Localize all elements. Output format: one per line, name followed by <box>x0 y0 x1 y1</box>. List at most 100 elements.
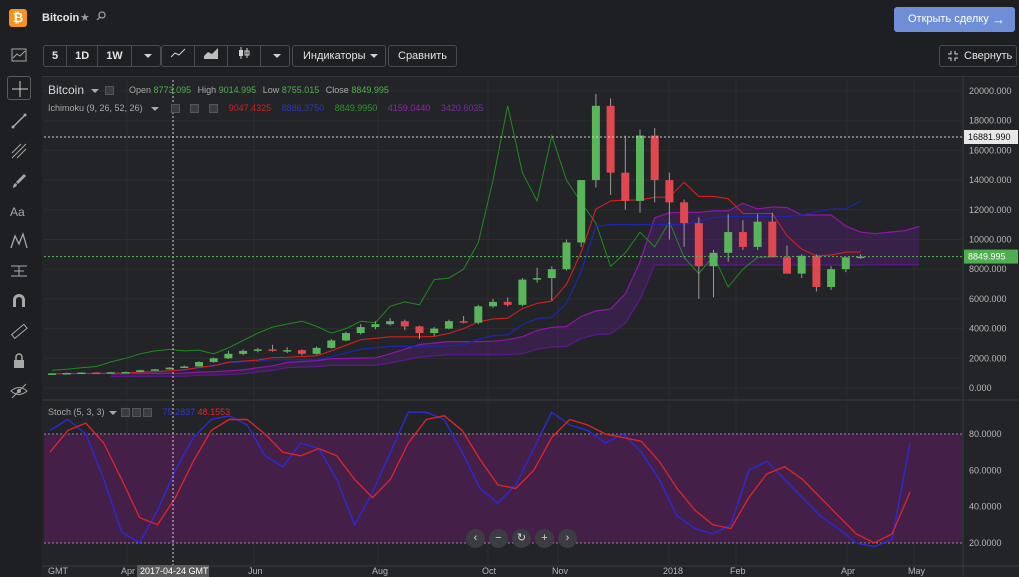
ichimoku-tenkan-line <box>51 181 861 375</box>
time-tick-label: Apr <box>841 566 855 576</box>
candle-body <box>709 252 718 267</box>
ichimoku-settings-icon[interactable] <box>190 104 200 114</box>
stoch-close-icon[interactable] <box>143 408 153 418</box>
candle-body <box>224 353 233 359</box>
hide-drawings-icon[interactable] <box>7 379 31 403</box>
candle <box>342 331 350 342</box>
chart-area[interactable]: 20000.000 18000.000 16000.000 14000.000 1200… <box>42 76 1019 577</box>
ruler-icon[interactable] <box>7 319 31 343</box>
interval-dropdown[interactable] <box>132 46 160 66</box>
stoch-tick-label: 20.0000 <box>969 538 1002 548</box>
chevron-down-icon <box>150 106 159 111</box>
measure-tool-icon[interactable] <box>7 259 31 283</box>
trend-line-icon[interactable] <box>7 109 31 133</box>
indicators-label: Индикаторы <box>303 50 366 62</box>
fork-tool-icon[interactable] <box>7 139 31 163</box>
candle <box>694 217 703 299</box>
crosshair-icon[interactable] <box>7 76 31 100</box>
candle-body <box>253 349 262 351</box>
stoch-legend[interactable]: Stoch (5, 3, 3) 75.2837 48.1553 <box>48 407 231 418</box>
open-value: 8773.095 <box>153 85 192 95</box>
candle <box>650 128 659 203</box>
stoch-k-line <box>49 411 911 548</box>
price-chart[interactable]: 20000.000 18000.000 16000.000 14000.000 1200… <box>42 77 1019 577</box>
line-style-button[interactable] <box>162 46 195 66</box>
candle-body <box>783 257 791 274</box>
open-deal-button[interactable]: Открыть сделку → <box>894 7 1015 32</box>
chevron-down-icon <box>273 54 281 59</box>
candle <box>77 372 86 375</box>
candle-body <box>386 321 395 325</box>
chikou-value: 8849.9950 <box>334 103 378 113</box>
candle-body <box>283 350 292 352</box>
magnet-icon[interactable] <box>7 289 31 313</box>
candle-body <box>650 135 659 181</box>
legend-settings-icon[interactable] <box>104 86 114 96</box>
chevron-down-icon <box>143 54 152 59</box>
candlestick-icon <box>239 47 250 59</box>
candle <box>533 267 542 283</box>
candle-body <box>724 232 733 253</box>
collapse-button[interactable]: Свернуть <box>939 45 1017 67</box>
stoch-visibility-icon[interactable] <box>121 408 131 418</box>
candle-style-button[interactable] <box>228 46 261 66</box>
reset-chart-button[interactable]: ↻ <box>512 529 531 548</box>
candle-body <box>621 172 630 201</box>
ichimoku-close-icon[interactable] <box>209 104 219 114</box>
stoch-k-value: 75.2837 <box>162 407 196 417</box>
compare-button[interactable]: Сравнить <box>388 45 458 67</box>
zoom-in-button[interactable]: + <box>535 529 554 548</box>
favorite-star-icon[interactable]: ★ <box>80 12 90 24</box>
price-tick-label: 16000.000 <box>969 145 1012 155</box>
interval-1w-button[interactable]: 1W <box>98 46 132 66</box>
area-style-button[interactable] <box>195 46 228 66</box>
bitcoin-logo-icon: ₿ <box>9 9 27 27</box>
candle <box>783 245 791 274</box>
indicators-button[interactable]: Индикаторы <box>292 45 386 67</box>
stoch-settings-icon[interactable] <box>132 408 142 418</box>
chart-style-dropdown[interactable] <box>261 46 289 66</box>
last-price-label: 8849.995 <box>968 252 1006 262</box>
candle-body <box>547 269 556 279</box>
scroll-right-button[interactable]: › <box>558 529 577 548</box>
candle <box>827 266 836 290</box>
candle-body <box>180 366 189 368</box>
ichimoku-visibility-icon[interactable] <box>171 104 181 114</box>
lock-icon[interactable] <box>7 349 31 373</box>
candle-body <box>209 358 218 363</box>
candle-body <box>415 326 424 334</box>
symbol-legend[interactable]: Bitcoin <box>48 83 114 97</box>
svg-text:Aa: Aa <box>10 205 25 219</box>
zoom-out-button[interactable]: − <box>489 529 508 548</box>
search-icon[interactable] <box>96 11 106 21</box>
candle-body <box>474 306 483 323</box>
open-label: Open <box>129 85 152 95</box>
candle-body <box>239 350 248 354</box>
chart-type-icon[interactable] <box>7 43 31 67</box>
drawing-toolbar: Aa <box>0 38 38 577</box>
interval-5-button[interactable]: 5 <box>44 46 68 66</box>
pattern-tool-icon[interactable] <box>7 229 31 253</box>
candle-body <box>195 362 203 367</box>
candle-body <box>694 223 703 267</box>
candle <box>680 199 689 247</box>
ichimoku-legend[interactable]: Ichimoku (9, 26, 52, 26) 9047.4325 8886.… <box>48 103 491 114</box>
price-tick-label: 6000.000 <box>969 294 1007 304</box>
interval-1d-button[interactable]: 1D <box>67 46 99 66</box>
candle-body <box>856 256 865 259</box>
candle <box>224 350 233 360</box>
scroll-left-button[interactable]: ‹ <box>466 529 485 548</box>
candle <box>724 214 733 262</box>
candle-body <box>518 279 527 305</box>
text-tool-icon[interactable]: Aa <box>7 199 31 223</box>
candle <box>709 249 718 298</box>
close-value: 8849.995 <box>351 85 389 95</box>
candle-body <box>48 373 56 375</box>
price-tick-label: 10000.000 <box>969 235 1012 245</box>
candle-body <box>92 372 101 375</box>
stoch-d-line <box>49 415 911 544</box>
stoch-d-value: 48.1553 <box>197 407 231 417</box>
brush-icon[interactable] <box>7 169 31 193</box>
candle <box>489 298 497 308</box>
last-price-tag <box>964 249 1018 264</box>
